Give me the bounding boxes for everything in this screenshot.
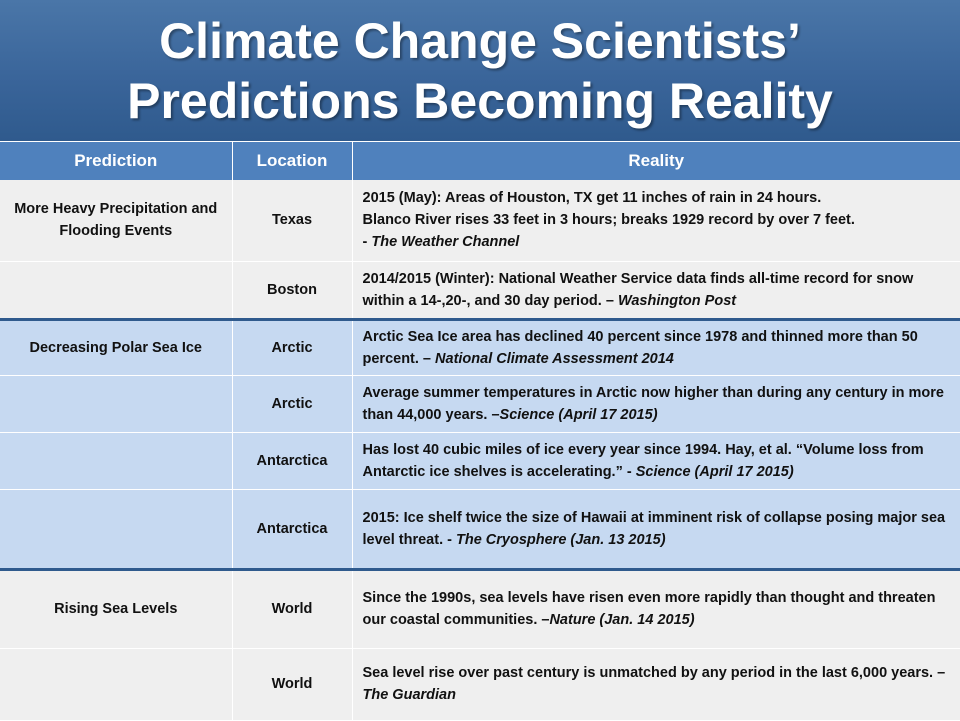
reality-cell: Since the 1990s, sea levels have risen e… <box>352 567 960 649</box>
reality-text: Has lost 40 cubic miles of ice every yea… <box>362 441 924 480</box>
table-header-row: Prediction Location Reality <box>0 142 960 180</box>
source-citation: National Climate Assessment 2014 <box>435 350 674 367</box>
reality-source-line: - The Weather Channel <box>363 231 953 253</box>
source-citation: The Weather Channel <box>371 234 520 251</box>
prediction-cell <box>0 648 233 721</box>
location-cell: Arctic <box>232 375 353 433</box>
source-citation: The Guardian <box>362 687 456 703</box>
prediction-cell <box>0 375 233 433</box>
page-title-line-2: Predictions Becoming Reality <box>127 72 833 129</box>
source-citation: Science (April 17 2015) <box>499 406 658 423</box>
reality-text-line: 2015 (May): Areas of Houston, TX get 11 … <box>362 190 822 207</box>
reality-text: 2015: Ice shelf twice the size of Hawaii… <box>362 509 946 548</box>
table-row: Antarctica 2015: Ice shelf twice the siz… <box>0 489 960 570</box>
prediction-cell <box>0 432 233 490</box>
header-reality: Reality <box>352 142 960 180</box>
predictions-table: Prediction Location Reality More Heavy P… <box>0 142 960 721</box>
table-row: Decreasing Polar Sea Ice Arctic Arctic S… <box>0 317 960 376</box>
prediction-cell <box>0 489 233 570</box>
source-citation: Science (April 17 2015) <box>635 463 794 480</box>
header-location: Location <box>232 142 353 180</box>
header-prediction: Prediction <box>0 142 233 180</box>
location-cell: Boston <box>232 261 353 320</box>
source-citation: Washington Post <box>617 292 737 309</box>
reality-cell: Has lost 40 cubic miles of ice every yea… <box>352 432 960 490</box>
prediction-cell: Rising Sea Levels <box>0 567 233 649</box>
reality-cell: Average summer temperatures in Arctic no… <box>352 375 960 433</box>
reality-cell: 2014/2015 (Winter): National Weather Ser… <box>352 261 960 320</box>
reality-text-line: Blanco River rises 33 feet in 3 hours; b… <box>362 212 855 229</box>
reality-text: Average summer temperatures in Arctic no… <box>362 384 944 423</box>
table-row: World Sea level rise over past century i… <box>0 648 960 721</box>
page-title-line-1: Climate Change Scientists’ <box>159 12 801 69</box>
reality-cell: 2015: Ice shelf twice the size of Hawaii… <box>352 489 960 570</box>
prediction-cell: More Heavy Precipitation and Flooding Ev… <box>0 180 233 262</box>
reality-text: Arctic Sea Ice area has declined 40 perc… <box>362 328 918 367</box>
table-row: Arctic Average summer temperatures in Ar… <box>0 375 960 433</box>
prediction-cell: Decreasing Polar Sea Ice <box>0 317 233 376</box>
reality-text: Since the 1990s, sea levels have risen e… <box>362 590 936 628</box>
reality-cell: Arctic Sea Ice area has declined 40 perc… <box>352 317 960 376</box>
location-cell: Arctic <box>232 317 353 376</box>
location-cell: Texas <box>232 180 353 262</box>
source-citation: Nature (Jan. 14 2015) <box>549 612 695 628</box>
reality-text: 2014/2015 (Winter): National Weather Ser… <box>362 270 914 309</box>
table-row: Antarctica Has lost 40 cubic miles of ic… <box>0 432 960 490</box>
prediction-cell <box>0 261 233 320</box>
location-cell: World <box>232 567 353 649</box>
reality-cell: Sea level rise over past century is unma… <box>352 648 960 721</box>
title-banner: Climate Change Scientists’ Predictions B… <box>0 0 960 141</box>
source-citation: The Cryosphere (Jan. 13 2015) <box>455 531 666 548</box>
table-row: Boston 2014/2015 (Winter): National Weat… <box>0 261 960 320</box>
location-cell: World <box>232 648 353 721</box>
reality-text: Sea level rise over past century is unma… <box>362 665 946 681</box>
table-row: More Heavy Precipitation and Flooding Ev… <box>0 180 960 262</box>
table-row: Rising Sea Levels World Since the 1990s,… <box>0 567 960 649</box>
reality-cell: 2015 (May): Areas of Houston, TX get 11 … <box>352 180 960 262</box>
location-cell: Antarctica <box>232 432 353 490</box>
reality-text: - <box>362 234 372 251</box>
location-cell: Antarctica <box>232 489 353 570</box>
